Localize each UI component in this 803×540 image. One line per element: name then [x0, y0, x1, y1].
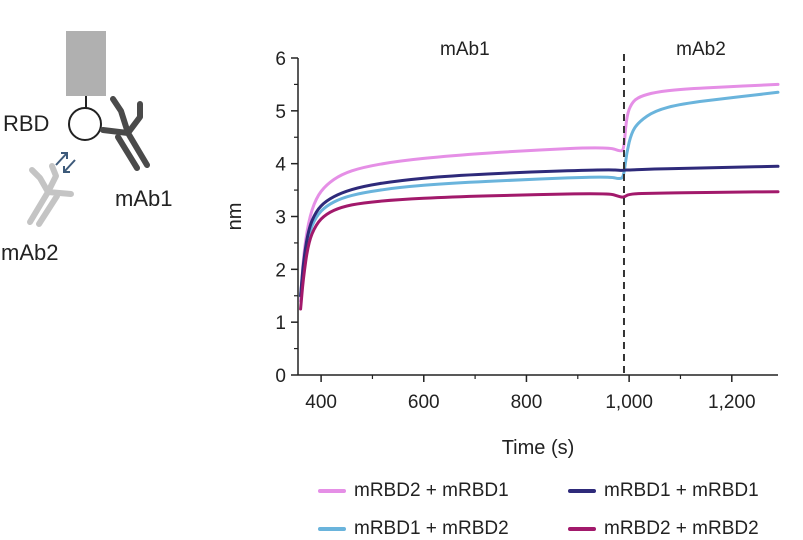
antibody-mab2-icon	[27, 163, 74, 227]
phase-label-1: mAb1	[440, 39, 490, 60]
binding-schematic	[27, 31, 150, 227]
y-tick-label: 4	[275, 155, 286, 176]
y-tick-label: 1	[275, 313, 286, 334]
legend-item: mRBD1 + mRBD1	[568, 480, 759, 502]
y-tick-label: 2	[275, 260, 286, 281]
mab2-label: mAb2	[1, 240, 59, 265]
antibody-mab1-icon	[100, 96, 150, 171]
legend-swatch	[568, 527, 596, 531]
x-tick-label: 1,000	[605, 392, 653, 413]
series-line-4	[299, 190, 780, 311]
y-axis: 0 1 2 3 4 5 6	[275, 49, 299, 387]
x-tick-label: 800	[511, 392, 543, 413]
phase-label-2: mAb2	[676, 39, 726, 60]
legend-swatch	[318, 527, 346, 531]
legend-label: mRBD1 + mRBD2	[354, 518, 509, 539]
y-tick-label: 0	[275, 366, 286, 387]
x-tick-label: 600	[408, 392, 440, 413]
series-layer	[299, 82, 780, 311]
legend-label: mRBD2 + mRBD1	[354, 480, 509, 501]
x-tick-label: 400	[305, 392, 337, 413]
legend-label: mRBD1 + mRBD1	[604, 480, 759, 501]
legend-item: mRBD1 + mRBD2	[318, 518, 509, 540]
y-axis-label: nm	[224, 203, 246, 231]
mab1-label: mAb1	[115, 186, 173, 211]
legend-item: mRBD2 + mRBD2	[568, 518, 759, 540]
legend-label: mRBD2 + mRBD2	[604, 518, 759, 539]
exchange-arrows-icon	[55, 152, 76, 173]
x-axis-label: Time (s)	[502, 437, 575, 459]
y-tick-label: 3	[275, 208, 286, 229]
legend-item: mRBD2 + mRBD1	[318, 480, 509, 502]
y-tick-label: 6	[275, 49, 286, 70]
y-tick-label: 5	[275, 102, 286, 123]
x-tick-label: 1,200	[708, 392, 756, 413]
series-line-2	[299, 90, 780, 298]
sensor-tip-icon	[66, 31, 106, 96]
legend-swatch	[318, 489, 346, 493]
series-line-3	[299, 164, 780, 298]
x-axis: 400 600 800 1,000 1,200	[298, 374, 778, 413]
rbd-label: RBD	[3, 111, 50, 136]
series-line-1	[299, 82, 780, 303]
phase-layer: mAb1 mAb2	[440, 39, 726, 375]
legend-swatch	[568, 489, 596, 493]
rbd-circle-icon	[68, 107, 102, 141]
